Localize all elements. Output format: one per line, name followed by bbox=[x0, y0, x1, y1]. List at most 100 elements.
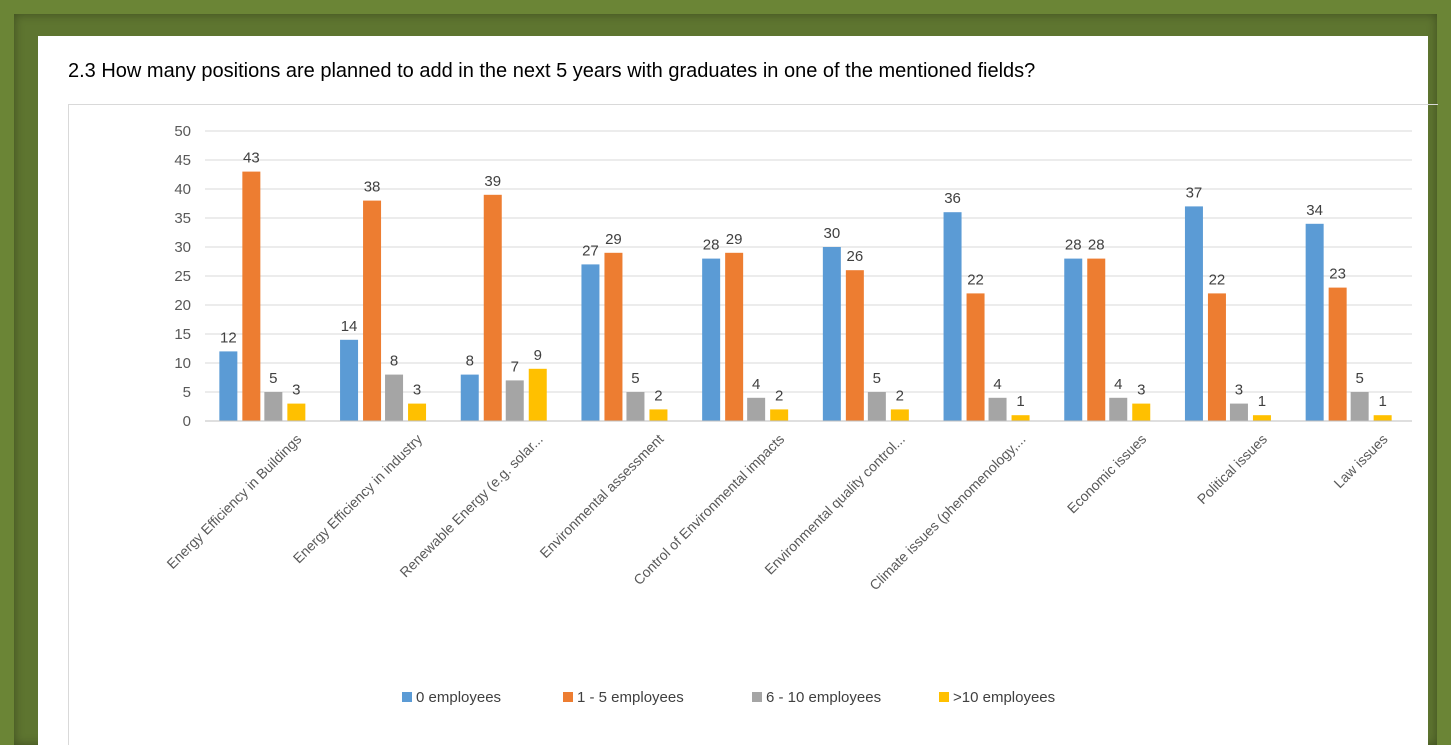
bar bbox=[1184, 206, 1203, 421]
bar bbox=[626, 392, 645, 421]
data-label: 3 bbox=[1235, 382, 1243, 399]
legend-label: 0 employees bbox=[416, 689, 501, 706]
data-label: 5 bbox=[269, 370, 277, 387]
data-label: 1 bbox=[1258, 393, 1266, 410]
bar bbox=[1064, 258, 1083, 421]
data-label: 5 bbox=[1355, 370, 1363, 387]
bar bbox=[1350, 392, 1369, 421]
bar bbox=[581, 264, 600, 421]
data-label: 22 bbox=[1209, 271, 1226, 288]
bar bbox=[988, 397, 1007, 421]
bar bbox=[702, 258, 721, 421]
bar bbox=[1132, 403, 1151, 421]
data-label: 23 bbox=[1329, 266, 1346, 283]
bar bbox=[1373, 415, 1392, 421]
data-label: 1 bbox=[1016, 393, 1024, 410]
data-label: 4 bbox=[752, 376, 760, 393]
y-tick-label: 45 bbox=[174, 152, 191, 169]
y-tick-label: 40 bbox=[174, 181, 191, 198]
legend-swatch bbox=[563, 692, 573, 702]
data-label: 28 bbox=[703, 237, 720, 254]
bar bbox=[528, 368, 547, 421]
data-label: 4 bbox=[993, 376, 1001, 393]
bar bbox=[219, 351, 238, 421]
category-label: Environmental assessment bbox=[536, 431, 666, 561]
bar bbox=[725, 252, 744, 421]
bar bbox=[845, 270, 864, 421]
data-label: 1 bbox=[1378, 393, 1386, 410]
y-tick-label: 35 bbox=[174, 210, 191, 227]
category-label: Economic issues bbox=[1064, 431, 1150, 517]
data-label: 28 bbox=[1088, 237, 1105, 254]
bar bbox=[1305, 223, 1324, 421]
bar bbox=[460, 374, 479, 421]
bar bbox=[287, 403, 306, 421]
data-label: 30 bbox=[824, 225, 841, 242]
legend-swatch bbox=[752, 692, 762, 702]
data-label: 26 bbox=[847, 248, 864, 265]
data-label: 3 bbox=[1137, 382, 1145, 399]
bar bbox=[1087, 258, 1106, 421]
y-tick-label: 5 bbox=[183, 384, 191, 401]
data-label: 29 bbox=[605, 231, 622, 248]
chart-area bbox=[68, 104, 1438, 745]
y-tick-label: 50 bbox=[174, 123, 191, 140]
data-label: 2 bbox=[896, 387, 904, 404]
y-tick-label: 0 bbox=[183, 413, 191, 430]
data-label: 7 bbox=[511, 358, 519, 375]
bar bbox=[385, 374, 404, 421]
data-label: 39 bbox=[484, 173, 501, 190]
question-title: 2.3 How many positions are planned to ad… bbox=[68, 60, 1036, 82]
bar bbox=[1011, 415, 1030, 421]
bar bbox=[1109, 397, 1128, 421]
legend-label: 6 - 10 employees bbox=[766, 689, 881, 706]
legend-swatch bbox=[402, 692, 412, 702]
data-label: 38 bbox=[364, 179, 381, 196]
legend-label: >10 employees bbox=[953, 689, 1055, 706]
bar bbox=[943, 212, 962, 421]
data-label: 3 bbox=[292, 382, 300, 399]
category-label: Political issues bbox=[1194, 431, 1270, 507]
data-label: 8 bbox=[390, 353, 398, 370]
category-label: Energy Efficiency in Buildings bbox=[163, 431, 304, 572]
bar bbox=[1207, 293, 1226, 421]
data-label: 34 bbox=[1306, 202, 1323, 219]
bar bbox=[867, 392, 886, 421]
data-label: 27 bbox=[582, 242, 599, 259]
data-label: 4 bbox=[1114, 376, 1122, 393]
data-label: 28 bbox=[1065, 237, 1082, 254]
data-label: 37 bbox=[1186, 184, 1203, 201]
bar bbox=[890, 409, 909, 421]
data-label: 36 bbox=[944, 190, 961, 207]
bar bbox=[604, 252, 623, 421]
legend-label: 1 - 5 employees bbox=[577, 689, 684, 706]
bar bbox=[649, 409, 668, 421]
legend-swatch bbox=[939, 692, 949, 702]
bar bbox=[966, 293, 985, 421]
bar bbox=[822, 247, 841, 421]
bar bbox=[340, 339, 359, 421]
data-label: 5 bbox=[631, 370, 639, 387]
bar bbox=[1229, 403, 1248, 421]
bar bbox=[483, 194, 502, 421]
y-tick-label: 30 bbox=[174, 239, 191, 256]
bar bbox=[408, 403, 427, 421]
data-label: 43 bbox=[243, 150, 260, 167]
y-tick-label: 10 bbox=[174, 355, 191, 372]
data-label: 12 bbox=[220, 329, 237, 346]
data-label: 14 bbox=[341, 318, 358, 335]
data-label: 2 bbox=[654, 387, 662, 404]
y-tick-label: 15 bbox=[174, 326, 191, 343]
bar bbox=[242, 171, 261, 421]
bar bbox=[747, 397, 766, 421]
bar bbox=[264, 392, 283, 421]
data-label: 5 bbox=[873, 370, 881, 387]
category-label: Environmental quality control... bbox=[761, 431, 908, 578]
category-label: Law issues bbox=[1330, 431, 1390, 491]
bar bbox=[363, 200, 382, 421]
y-tick-label: 25 bbox=[174, 268, 191, 285]
data-label: 29 bbox=[726, 231, 743, 248]
data-label: 8 bbox=[466, 353, 474, 370]
bar bbox=[1252, 415, 1271, 421]
